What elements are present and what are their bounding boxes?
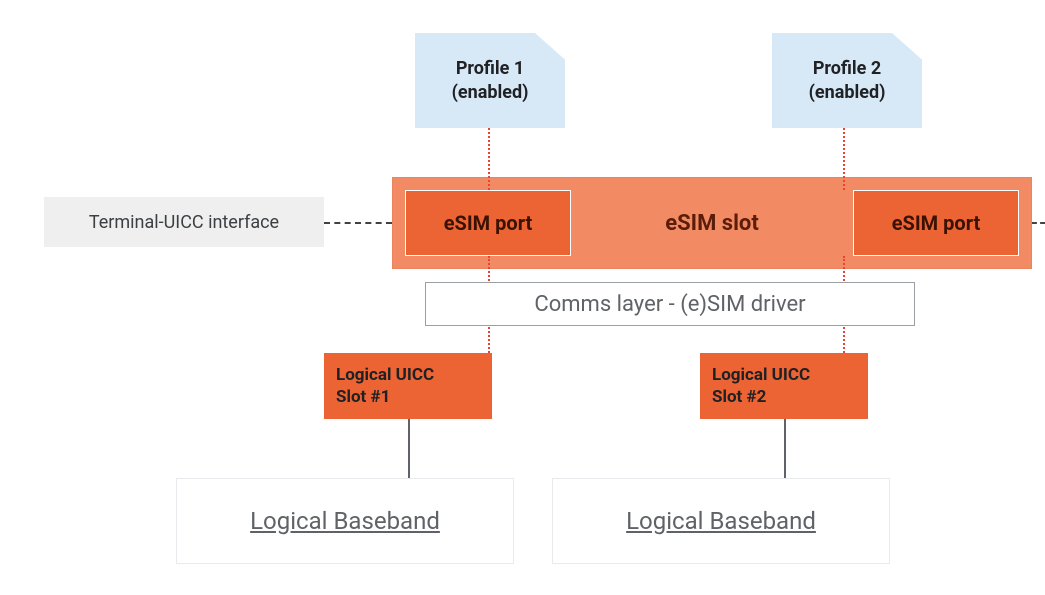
dashed-connector-left [324, 222, 392, 224]
esim-port-left-label: eSIM port [444, 211, 533, 235]
solid-connector-1 [408, 419, 410, 478]
uicc-slot-2: Logical UICC Slot #2 [700, 353, 868, 419]
esim-port-left: eSIM port [405, 190, 571, 256]
uicc-slot-1-text: Logical UICC Slot #1 [336, 364, 434, 408]
esim-port-right-label: eSIM port [892, 211, 981, 235]
dotted-connector-1-top [488, 128, 490, 190]
profile-2-line1: Profile 2 [813, 58, 881, 79]
uicc1-line1: Logical UICC [336, 365, 434, 385]
uicc-slot-1: Logical UICC Slot #1 [324, 353, 492, 419]
profile-2-card: Profile 2 (enabled) [772, 33, 922, 128]
profile-1-text: Profile 1 (enabled) [452, 57, 529, 104]
terminal-uicc-box: Terminal-UICC interface [44, 197, 324, 247]
comms-label: Comms layer - (e)SIM driver [534, 292, 805, 317]
dashed-connector-right [1032, 222, 1045, 224]
uicc-slot-2-text: Logical UICC Slot #2 [712, 364, 810, 408]
profile-1-line1: Profile 1 [456, 58, 524, 79]
solid-connector-2 [784, 419, 786, 478]
esim-slot-label: eSIM slot [571, 211, 853, 236]
baseband-1-label: Logical Baseband [250, 507, 440, 535]
profile-1-card: Profile 1 (enabled) [415, 33, 565, 128]
profile-2-line2: (enabled) [809, 82, 886, 103]
terminal-uicc-label: Terminal-UICC interface [89, 212, 279, 233]
dotted-connector-2-top [843, 128, 845, 190]
comms-layer: Comms layer - (e)SIM driver [425, 282, 915, 326]
baseband-2-label: Logical Baseband [626, 507, 816, 535]
uicc2-line2: Slot #2 [712, 387, 766, 407]
profile-2-text: Profile 2 (enabled) [809, 57, 886, 104]
profile-1-line2: (enabled) [452, 82, 529, 103]
esim-port-right: eSIM port [853, 190, 1019, 256]
uicc2-line1: Logical UICC [712, 365, 810, 385]
baseband-2: Logical Baseband [552, 478, 890, 564]
uicc1-line2: Slot #1 [336, 387, 390, 407]
baseband-1: Logical Baseband [176, 478, 514, 564]
